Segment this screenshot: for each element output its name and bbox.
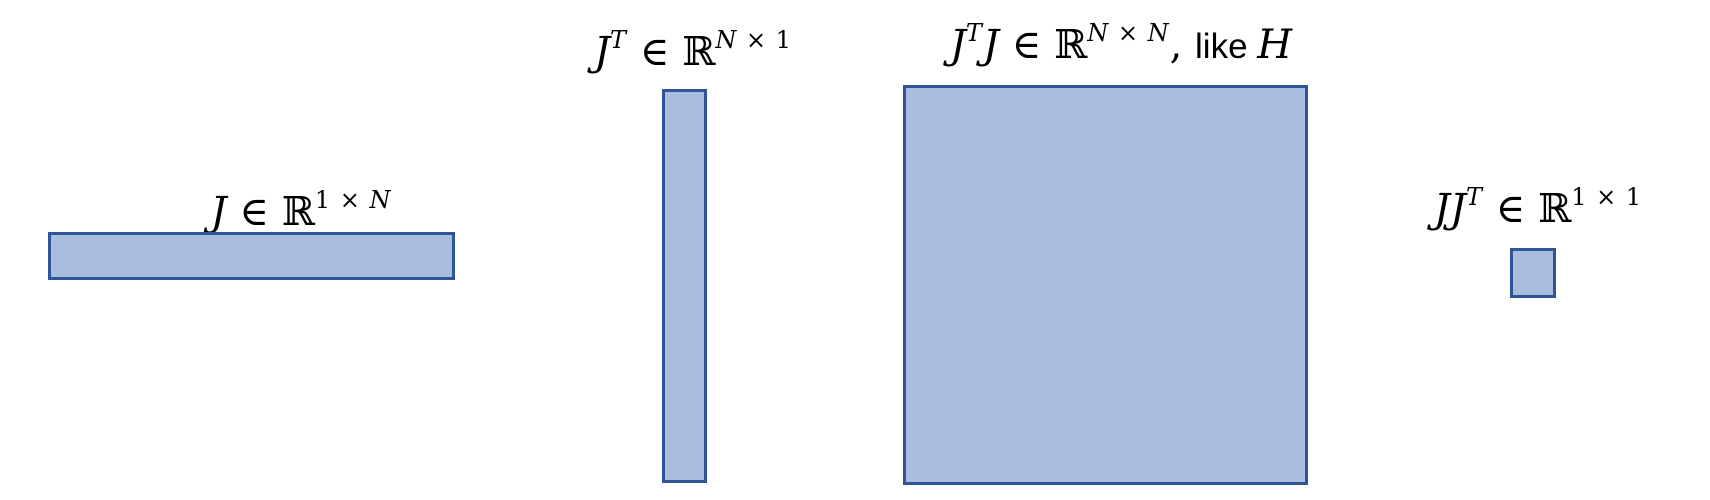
math-segment: J [949, 22, 966, 68]
math-segment: N [715, 26, 738, 54]
math-segment: ∈ ℝ [627, 29, 716, 75]
label-j: J ∈ ℝ1 × N [101, 176, 501, 236]
math-segment: H [1257, 22, 1293, 68]
math-segment: like [1195, 27, 1258, 66]
math-segment: N [1147, 19, 1170, 47]
label-jtj-like-h: JTJ ∈ ℝN × N, like H [921, 9, 1321, 71]
math-segment: J [594, 29, 611, 75]
math-segment: , [1169, 22, 1196, 68]
math-segment: 1 × [314, 186, 370, 214]
matrix-rect-jtj-square [903, 85, 1308, 485]
matrix-rect-j-transpose-column-vector [662, 89, 707, 483]
math-segment: N [1087, 19, 1110, 47]
matrix-rect-jjt-scalar [1510, 248, 1556, 298]
math-segment: ∈ ℝ [226, 189, 315, 235]
math-segment: ∈ ℝ [998, 22, 1088, 68]
math-segment: × 1 [737, 26, 792, 54]
label-j-transpose: JT ∈ ℝN × 1 [543, 16, 843, 76]
math-segment: N [369, 186, 392, 214]
math-segment: ∈ ℝ [1482, 186, 1572, 232]
math-segment: T [965, 19, 983, 47]
math-segment: T [1465, 183, 1483, 211]
matrix-rect-j-row-vector [48, 232, 455, 280]
math-segment: J [210, 189, 227, 235]
label-jjt: JJT ∈ ℝ1 × 1 [1388, 173, 1688, 233]
math-segment: 1 × 1 [1571, 183, 1643, 211]
math-segment: T [610, 26, 628, 54]
math-segment: JJ [1433, 186, 1466, 232]
math-segment: × [1109, 19, 1148, 47]
math-segment: J [982, 22, 999, 68]
